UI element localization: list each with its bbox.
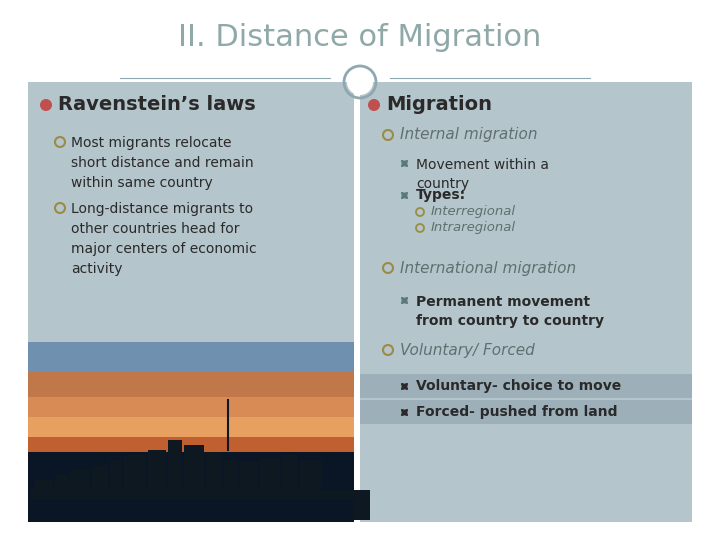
FancyBboxPatch shape (28, 82, 354, 522)
FancyBboxPatch shape (70, 470, 90, 510)
Text: Intraregional: Intraregional (431, 221, 516, 234)
Text: Types:: Types: (416, 188, 466, 202)
FancyBboxPatch shape (28, 397, 354, 417)
FancyBboxPatch shape (300, 460, 322, 510)
Text: Interregional: Interregional (431, 206, 516, 219)
Text: Ravenstein’s laws: Ravenstein’s laws (58, 96, 256, 114)
FancyBboxPatch shape (28, 500, 354, 522)
Text: Most migrants relocate
short distance and remain
within same country: Most migrants relocate short distance an… (71, 136, 253, 190)
Text: Long-distance migrants to
other countries head for
major centers of economic
act: Long-distance migrants to other countrie… (71, 202, 256, 276)
Text: II. Distance of Migration: II. Distance of Migration (179, 24, 541, 52)
Text: Voluntary- choice to move: Voluntary- choice to move (416, 379, 621, 393)
FancyBboxPatch shape (110, 460, 122, 510)
Circle shape (347, 69, 373, 95)
FancyBboxPatch shape (360, 400, 692, 424)
FancyBboxPatch shape (92, 465, 108, 510)
Text: International migration: International migration (400, 260, 576, 275)
FancyBboxPatch shape (28, 417, 354, 437)
FancyBboxPatch shape (55, 475, 69, 510)
FancyBboxPatch shape (28, 437, 354, 452)
Text: Migration: Migration (386, 96, 492, 114)
FancyBboxPatch shape (282, 455, 298, 510)
Text: Movement within a
country: Movement within a country (416, 158, 549, 191)
FancyBboxPatch shape (28, 342, 354, 372)
FancyBboxPatch shape (360, 82, 692, 522)
FancyBboxPatch shape (260, 458, 280, 510)
FancyBboxPatch shape (148, 450, 166, 510)
Text: Permanent movement
from country to country: Permanent movement from country to count… (416, 295, 604, 328)
FancyBboxPatch shape (206, 452, 222, 510)
FancyBboxPatch shape (224, 460, 238, 510)
Circle shape (40, 99, 52, 111)
FancyBboxPatch shape (168, 440, 182, 510)
FancyBboxPatch shape (28, 452, 354, 522)
FancyBboxPatch shape (240, 462, 258, 510)
FancyBboxPatch shape (28, 372, 354, 397)
FancyBboxPatch shape (360, 374, 692, 398)
FancyBboxPatch shape (35, 480, 53, 510)
Text: Voluntary/ Forced: Voluntary/ Forced (400, 342, 535, 357)
Circle shape (368, 99, 380, 111)
FancyBboxPatch shape (30, 490, 370, 520)
Text: Internal migration: Internal migration (400, 127, 538, 143)
FancyBboxPatch shape (124, 455, 146, 510)
Text: Forced- pushed from land: Forced- pushed from land (416, 405, 618, 419)
FancyBboxPatch shape (184, 445, 204, 510)
